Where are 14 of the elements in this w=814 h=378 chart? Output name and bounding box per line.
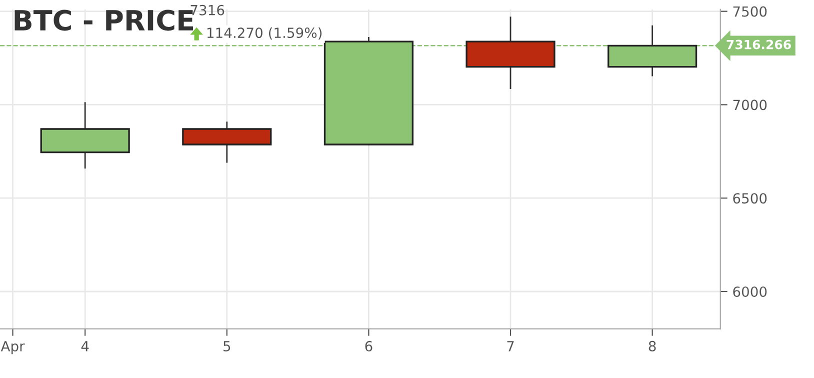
annotation: 7316	[190, 4, 224, 16]
y-tick-label: 7500	[733, 6, 767, 17]
chart-title: BTC - PRICE	[14, 10, 193, 31]
y-tick-label: 6500	[733, 193, 767, 204]
y-tick-label: 7000	[733, 100, 767, 110]
x-tick-label: 6	[365, 340, 372, 352]
x-tick-label: 8	[648, 340, 656, 352]
annotation: 114.270 (1.59%)	[207, 27, 322, 40]
x-tick-label: 4	[81, 341, 89, 352]
x-tick-label: 5	[224, 341, 230, 352]
ref-line-label: 7316.266	[726, 40, 791, 50]
x-tick-label: 7	[507, 341, 514, 352]
y-tick-label: 6000	[733, 286, 767, 297]
x-tick-label: Apr	[0, 341, 25, 354]
